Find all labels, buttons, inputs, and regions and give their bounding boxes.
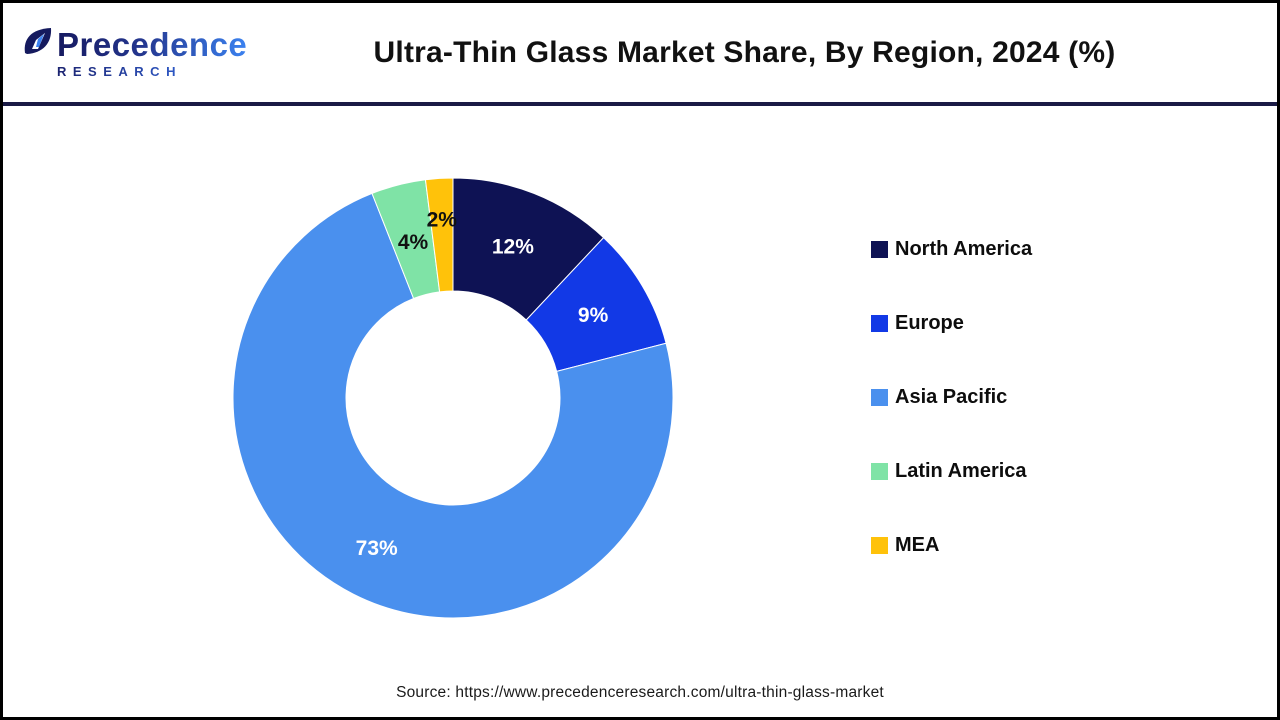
slice-value-label: 73% (356, 537, 398, 560)
legend-item: Asia Pacific (871, 386, 1032, 409)
legend-label: MEA (895, 534, 940, 556)
slice-value-label: 2% (427, 208, 458, 231)
legend-label: Latin America (895, 460, 1027, 482)
legend-item: Latin America (871, 460, 1032, 483)
chart-title: Ultra-Thin Glass Market Share, By Region… (373, 35, 1116, 69)
legend-item: Europe (871, 312, 1032, 335)
logo-wordmark: Precedence (57, 25, 248, 63)
slice-asia-pacific (233, 192, 673, 618)
legend-item: MEA (871, 534, 1032, 557)
slice-value-label: 12% (492, 236, 534, 259)
legend: North America Europe Asia Pacific Latin Ame… (871, 238, 1032, 608)
legend-label: North America (895, 238, 1033, 260)
legend-label: Europe (895, 312, 964, 334)
source-note: Source: https://www.precedenceresearch.c… (396, 684, 884, 701)
legend-swatch (871, 537, 888, 554)
slice-value-label: 4% (398, 231, 429, 254)
slice-value-label: 9% (578, 304, 609, 327)
header: Precedence RESEARCH Ultra-Thin Glass Mar… (3, 3, 1277, 106)
legend-label: Asia Pacific (895, 386, 1008, 408)
logo-subtitle: RESEARCH (57, 65, 247, 78)
legend-swatch (871, 241, 888, 258)
legend-swatch (871, 463, 888, 480)
slice-mea (424, 178, 454, 293)
logo-text: Precedence RESEARCH (57, 28, 247, 78)
logo-leaf-icon (23, 27, 53, 64)
legend-swatch (871, 315, 888, 332)
legend-swatch (871, 389, 888, 406)
precedence-research-logo: Precedence RESEARCH (23, 27, 247, 78)
donut-chart: 12% 9% 73% 4%2% (233, 178, 673, 618)
legend-item: North America (871, 238, 1032, 261)
